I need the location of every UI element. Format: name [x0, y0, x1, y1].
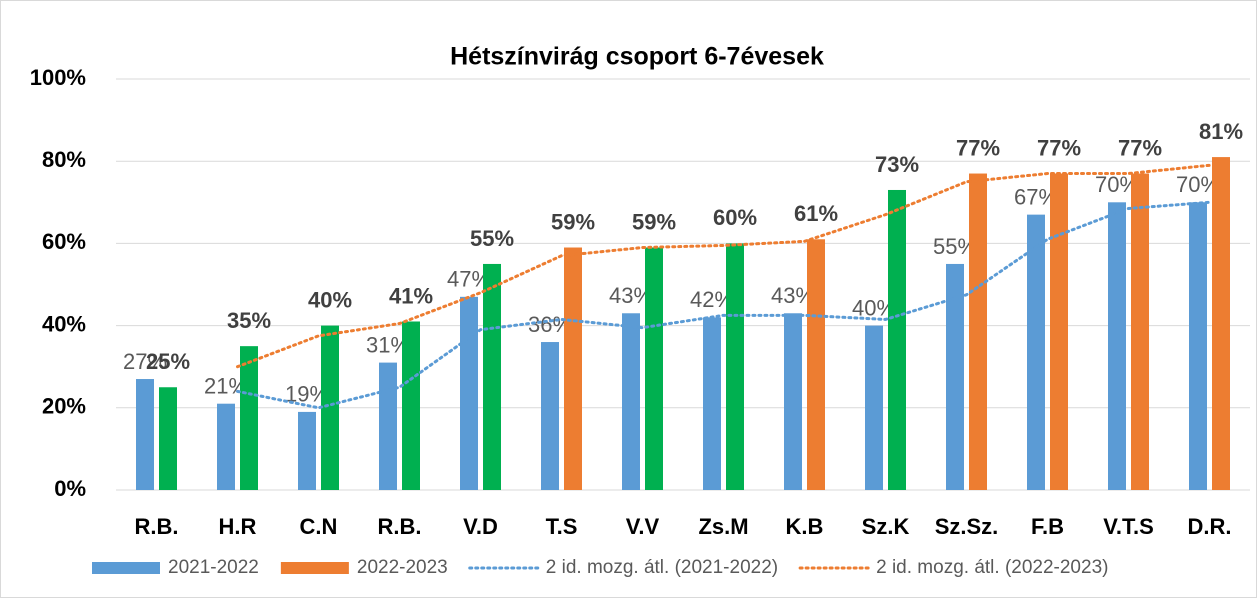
data-label: 77% [956, 135, 1000, 160]
bar [460, 297, 478, 490]
data-label: 40% [308, 287, 352, 312]
bar [1050, 174, 1068, 490]
x-tick-label: V.V [626, 514, 660, 539]
y-tick-label: 0% [54, 476, 86, 501]
bar [159, 387, 177, 490]
data-label: 25% [146, 349, 190, 374]
x-tick-label: D.R. [1188, 514, 1232, 539]
bar [1108, 202, 1126, 490]
bar [865, 326, 883, 490]
y-tick-label: 40% [42, 311, 86, 336]
data-label: 60% [713, 205, 757, 230]
y-tick-label: 80% [42, 147, 86, 172]
bar [726, 243, 744, 490]
bar [136, 379, 154, 490]
bar [1189, 202, 1207, 490]
bar [541, 342, 559, 490]
bar [645, 248, 663, 490]
x-tick-label: K.B [786, 514, 824, 539]
data-label: 55% [470, 226, 514, 251]
bar [1131, 174, 1149, 490]
x-tick-label: C.N [300, 514, 338, 539]
x-tick-label: H.R [219, 514, 257, 539]
data-label: 41% [389, 283, 433, 308]
chart: Hétszínvirág csoport 6-7évesek 0% 20% 40% 6… [0, 0, 1257, 598]
bar [888, 190, 906, 490]
legend-label: 2022-2023 [357, 557, 448, 578]
x-tick-label: Sz.K [862, 514, 910, 539]
bar [402, 321, 420, 490]
x-tick-label: R.B. [378, 514, 422, 539]
bar [622, 313, 640, 490]
y-tick-label: 100% [30, 65, 86, 90]
bar [1212, 157, 1230, 490]
x-tick-label: V.D [463, 514, 498, 539]
y-tick-label: 60% [42, 229, 86, 254]
bar [564, 248, 582, 490]
bar [703, 317, 721, 490]
legend-swatch [281, 562, 349, 574]
bar [321, 326, 339, 490]
data-label: 59% [632, 209, 676, 234]
bar [483, 264, 501, 490]
data-label: 59% [551, 209, 595, 234]
x-tick-label: F.B [1031, 514, 1064, 539]
bar [298, 412, 316, 490]
data-label: 81% [1199, 119, 1243, 144]
x-tick-label: T.S [546, 514, 578, 539]
bar [969, 174, 987, 490]
bar [240, 346, 258, 490]
bar [784, 313, 802, 490]
x-tick-label: R.B. [135, 514, 179, 539]
data-label: 77% [1037, 135, 1081, 160]
x-tick-label: V.T.S [1103, 514, 1154, 539]
data-label: 77% [1118, 135, 1162, 160]
bar [217, 404, 235, 490]
x-tick-label: Zs.M [698, 514, 748, 539]
legend-label: 2 id. mozg. átl. (2022-2023) [876, 557, 1108, 578]
chart-title: Hétszínvirág csoport 6-7évesek [450, 43, 824, 71]
legend-swatch [92, 562, 160, 574]
legend-label: 2021-2022 [168, 557, 259, 578]
legend-label: 2 id. mozg. átl. (2021-2022) [546, 557, 778, 578]
bar [1027, 215, 1045, 490]
bar [807, 239, 825, 490]
y-tick-label: 20% [42, 394, 86, 419]
data-label: 73% [875, 152, 919, 177]
bar [379, 363, 397, 490]
x-tick-label: Sz.Sz. [935, 514, 999, 539]
data-label: 35% [227, 308, 271, 333]
data-label: 61% [794, 201, 838, 226]
